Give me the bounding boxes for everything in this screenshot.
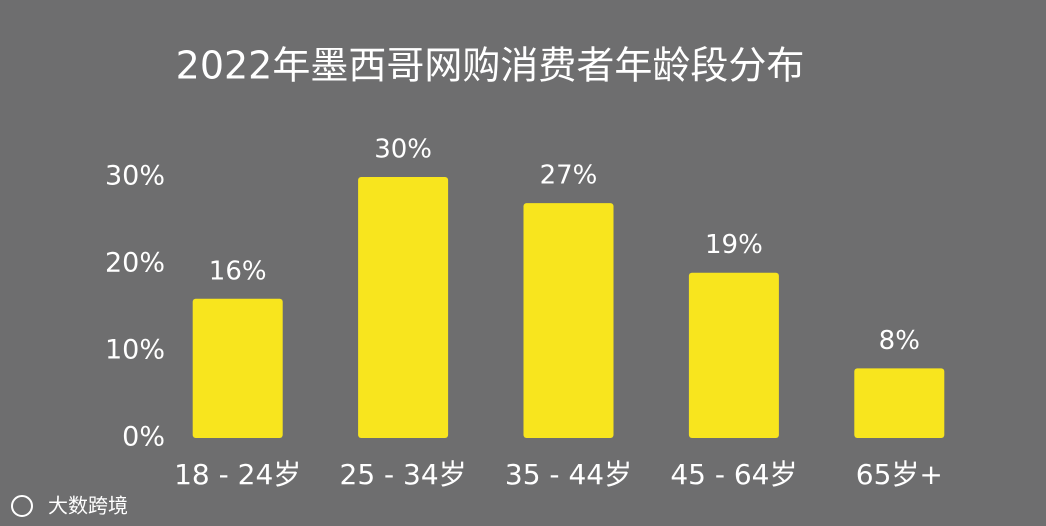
bar: [192, 298, 283, 438]
logo-ring: [11, 495, 33, 517]
value-label: 19%: [705, 230, 763, 260]
y-tick-label: 10%: [105, 335, 165, 366]
value-label: 27%: [540, 161, 598, 191]
watermark: 大数跨境: [48, 494, 128, 518]
watermark-logo: [11, 495, 33, 517]
bar: [688, 272, 779, 438]
y-tick-label: 0%: [122, 422, 165, 453]
y-tick-label: 20%: [105, 248, 165, 279]
x-tick-label: 18 - 24岁: [174, 458, 301, 491]
y-tick-label: 30%: [105, 161, 165, 192]
bar: [358, 177, 449, 438]
value-label: 30%: [374, 135, 432, 165]
chart-title: 2022年墨西哥网购消费者年龄段分布: [176, 44, 805, 88]
value-label: 16%: [209, 256, 267, 286]
x-tick-label: 35 - 44岁: [505, 458, 632, 491]
bar: [523, 203, 614, 438]
x-tick-label: 65岁+: [856, 458, 943, 491]
x-tick-label: 45 - 64岁: [670, 458, 797, 491]
x-tick-label: 25 - 34岁: [340, 458, 467, 491]
value-label: 8%: [879, 326, 920, 356]
bar: [854, 368, 945, 438]
